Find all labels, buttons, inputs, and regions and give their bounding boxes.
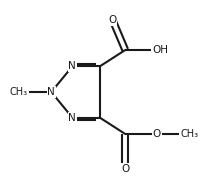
Text: O: O [121, 164, 129, 174]
Text: O: O [153, 129, 161, 139]
Text: OH: OH [153, 45, 169, 55]
Text: N: N [48, 87, 55, 97]
Text: N: N [68, 61, 76, 71]
Text: CH₃: CH₃ [181, 129, 199, 139]
Text: N: N [68, 113, 76, 123]
Text: CH₃: CH₃ [10, 87, 28, 97]
Text: O: O [108, 15, 117, 25]
